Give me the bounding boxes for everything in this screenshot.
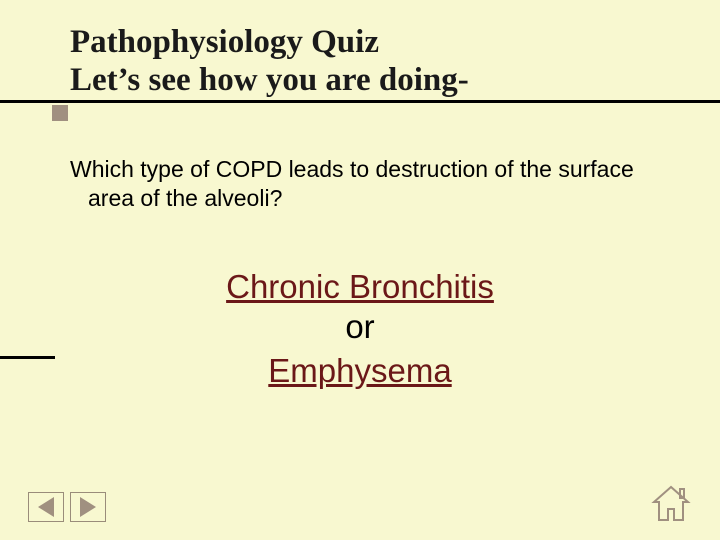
answer-block: Chronic Bronchitis or Emphysema [0, 268, 720, 390]
accent-square-icon [52, 105, 68, 121]
next-button[interactable] [70, 492, 106, 522]
answer-option-2[interactable]: Emphysema [268, 352, 451, 390]
nav-controls [28, 492, 106, 522]
left-accent-rule [0, 356, 55, 359]
home-button[interactable] [650, 484, 692, 524]
slide-title: Pathophysiology Quiz Let’s see how you a… [70, 24, 660, 100]
triangle-right-icon [80, 497, 96, 517]
question-text: Which type of COPD leads to destruction … [70, 155, 660, 214]
answer-option-1[interactable]: Chronic Bronchitis [226, 268, 494, 306]
house-icon [650, 484, 692, 524]
prev-button[interactable] [28, 492, 64, 522]
title-line-1: Pathophysiology Quiz [70, 24, 660, 62]
title-underline-rule [0, 100, 720, 103]
triangle-left-icon [38, 497, 54, 517]
title-line-2: Let’s see how you are doing- [70, 62, 660, 100]
answer-separator: or [0, 308, 720, 346]
